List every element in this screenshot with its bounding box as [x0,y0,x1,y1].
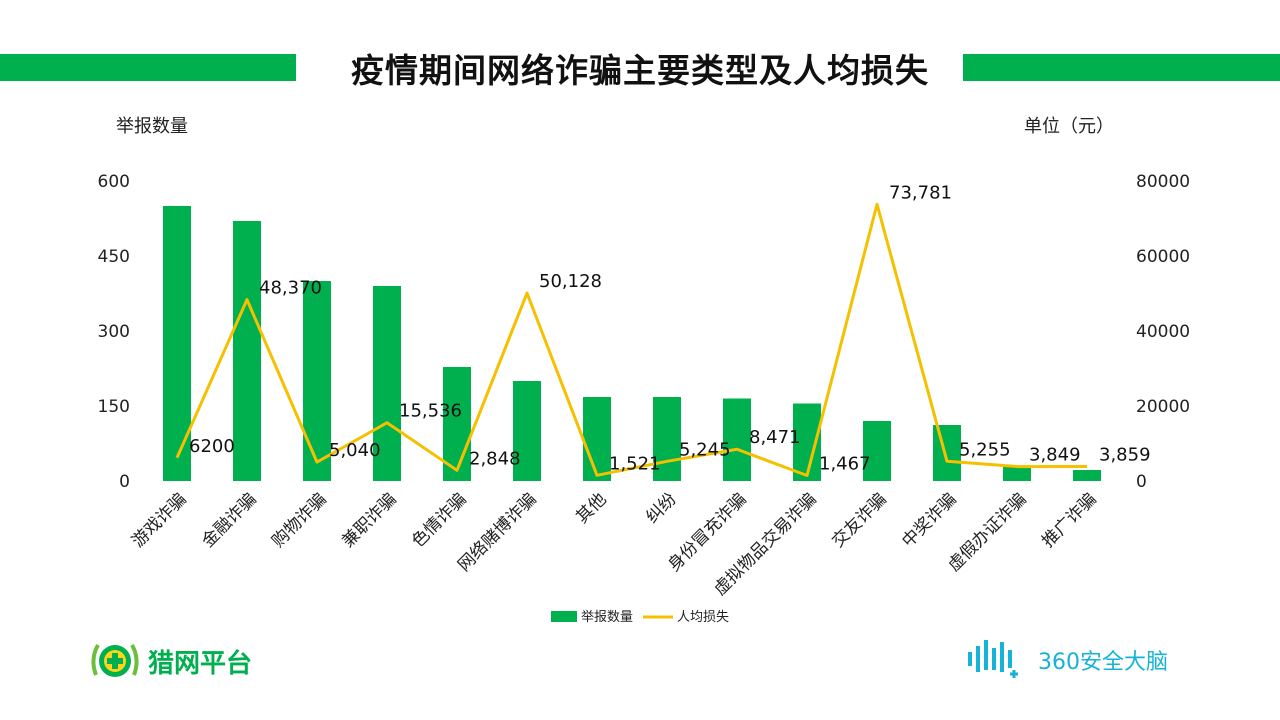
title-strip-right [963,54,1280,81]
loss-data-label: 15,536 [399,401,462,422]
legend-line-label: 人均损失 [677,610,729,625]
category-label: 推广诈骗 [1038,489,1100,551]
security-brain-logo: 360安全大脑 [966,638,1168,682]
sound-wave-icon [968,640,1018,678]
loss-data-label: 5,040 [329,440,381,461]
lie-wang-logo-text: 猎网平台 [148,648,253,679]
loss-data-label: 50,128 [539,271,602,292]
loss-data-label: 3,849 [1029,445,1081,466]
right-axis-tick: 60000 [1136,247,1190,267]
right-axis-tick: 20000 [1136,397,1190,417]
loss-data-label: 6200 [189,436,235,457]
left-axis-tick: 450 [98,247,130,267]
loss-data-label: 5,255 [959,439,1011,460]
loss-data-label: 48,370 [259,278,322,299]
bar-5 [443,367,471,481]
category-label: 金融诈骗 [198,489,260,551]
combo-chart: 0 150 300 450 600 0 20000 40000 60000 80000 6200 48… [98,172,1191,625]
loss-data-label: 5,245 [679,439,731,460]
category-label: 游戏诈骗 [128,489,190,551]
loss-data-label: 3,859 [1099,445,1151,466]
security-brain-logo-text: 360安全大脑 [1038,650,1168,675]
category-label: 交友诈骗 [828,489,890,551]
bar-3 [303,281,331,481]
right-axis-tick: 80000 [1136,172,1190,192]
loss-data-label: 1,467 [819,453,871,474]
bar-6 [513,381,541,481]
left-axis-title: 举报数量 [116,116,188,137]
lie-wang-logo: 猎网平台 [88,637,252,685]
category-label: 购物诈骗 [268,489,330,551]
bar-2 [233,221,261,481]
category-label: 其他 [572,489,610,527]
bar-8 [653,397,681,481]
bar-9 [723,398,751,481]
left-axis-tick: 600 [98,172,130,192]
bar-7 [583,397,611,481]
right-axis-tick: 0 [1136,472,1147,492]
loss-data-label: 73,781 [889,182,952,203]
loss-line [175,202,1088,477]
loss-data-label: 1,521 [609,453,661,474]
legend-bar-label: 举报数量 [581,610,633,625]
bar-4 [373,286,401,481]
left-axis-tick: 150 [98,397,130,417]
left-axis-tick: 0 [119,472,130,492]
chart-title: 疫情期间网络诈骗主要类型及人均损失 [351,51,929,90]
right-axis-tick: 40000 [1136,322,1190,342]
category-label: 兼职诈骗 [338,489,400,551]
category-label: 纠纷 [642,489,680,527]
category-label: 中奖诈骗 [898,489,960,551]
bar-11 [863,421,891,481]
bar-14 [1073,470,1101,481]
laurel-plus-icon [91,644,139,677]
right-axis-title: 单位（元） [1024,116,1114,137]
loss-data-label: 8,471 [749,427,801,448]
bar-1 [163,206,191,481]
category-label: 色情诈骗 [408,489,470,551]
bar-12 [933,425,961,481]
left-axis-tick: 300 [98,322,130,342]
legend-bar-swatch [551,611,577,622]
title-strip-left [0,54,296,81]
bar-13 [1003,467,1031,481]
loss-data-label: 2,848 [469,448,521,469]
